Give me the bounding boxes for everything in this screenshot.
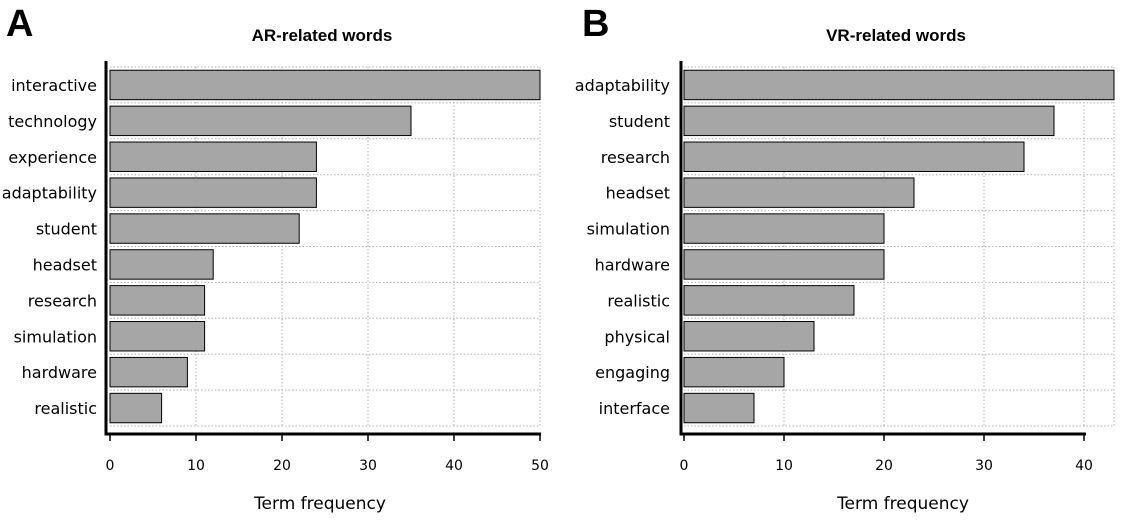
panel-letter: A: [6, 3, 33, 45]
x-tick-label: 30: [359, 458, 377, 474]
x-tick-label: 10: [187, 458, 205, 474]
bar: [109, 141, 317, 172]
x-tick-label: 30: [975, 458, 993, 474]
category-label: research: [28, 291, 97, 310]
bar: [683, 392, 755, 424]
bar: [109, 213, 300, 244]
bar: [109, 69, 541, 101]
category-label: research: [601, 148, 670, 167]
bar: [683, 177, 915, 208]
category-label: interface: [599, 399, 670, 418]
category-label: adaptability: [575, 76, 670, 95]
chart-title: VR-related words: [826, 26, 966, 45]
bar: [109, 249, 214, 280]
panel-b: B VR-related words adaptability student rese…: [575, 3, 1115, 514]
category-label: realistic: [607, 291, 670, 310]
bar: [109, 356, 188, 388]
bar: [109, 321, 206, 352]
bar: [683, 285, 855, 316]
bar: [109, 392, 163, 424]
category-label: experience: [8, 148, 97, 167]
x-tick-label: 10: [775, 458, 793, 474]
category-label: interactive: [11, 76, 97, 95]
category-label: physical: [604, 327, 670, 346]
bar: [683, 356, 785, 388]
category-label: student: [609, 112, 670, 131]
bar: [683, 321, 815, 352]
panel-letter: B: [582, 3, 609, 45]
x-axis-title: Term frequency: [836, 494, 969, 514]
bar: [109, 105, 412, 137]
category-label: simulation: [587, 220, 670, 239]
x-tick-label: 20: [273, 458, 291, 474]
category-label: engaging: [595, 363, 670, 382]
x-tick-label: 40: [445, 458, 463, 474]
bar: [683, 249, 885, 280]
bar: [683, 69, 1115, 101]
chart-title: AR-related words: [252, 26, 393, 45]
x-tick-label: 0: [680, 458, 689, 474]
bar: [683, 105, 1055, 137]
category-label: simulation: [14, 327, 97, 346]
category-label: headset: [606, 184, 670, 203]
x-axis-title: Term frequency: [253, 494, 386, 514]
bar: [683, 141, 1025, 172]
category-label: adaptability: [2, 184, 97, 203]
category-label: student: [36, 220, 97, 239]
bar: [683, 213, 885, 244]
bar: [109, 177, 317, 208]
x-tick-label: 0: [106, 458, 115, 474]
panel-a: A AR-related words interactive technology ex…: [2, 3, 549, 514]
category-label: headset: [33, 255, 97, 274]
category-label: realistic: [34, 399, 97, 418]
category-label: hardware: [595, 255, 670, 274]
x-tick-label: 40: [1075, 458, 1093, 474]
category-label: hardware: [22, 363, 97, 382]
bar: [109, 285, 206, 316]
x-tick-label: 20: [875, 458, 893, 474]
category-label: technology: [8, 112, 97, 131]
x-tick-label: 50: [531, 458, 549, 474]
